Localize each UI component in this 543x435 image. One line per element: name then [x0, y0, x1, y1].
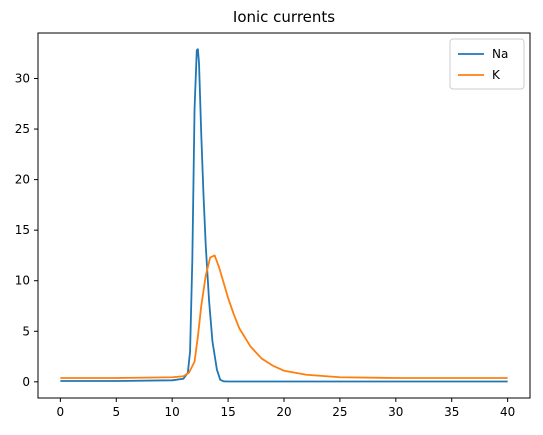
y-tick-label: 10 — [15, 274, 30, 288]
chart-title: Ionic currents — [233, 8, 335, 26]
y-tick-label: 25 — [15, 122, 30, 136]
x-tick-label: 35 — [444, 405, 459, 419]
y-tick-label: 0 — [22, 375, 30, 389]
series-line-k — [60, 254, 508, 379]
legend: Na K — [449, 38, 525, 90]
x-tick-label: 15 — [220, 405, 235, 419]
x-tick-label: 25 — [332, 405, 347, 419]
axes: 0 5 10 15 20 25 30 35 40 0 5 10 15 20 25 30 — [15, 32, 531, 419]
y-tick-label: 5 — [22, 324, 30, 338]
legend-box — [449, 38, 525, 90]
legend-label-na: Na — [492, 47, 508, 61]
x-tick-label: 40 — [500, 405, 515, 419]
series-layer — [60, 48, 508, 383]
x-tick-label: 5 — [112, 405, 120, 419]
legend-label-k: K — [492, 68, 501, 82]
series-line-na — [60, 48, 508, 383]
x-tick-label: 10 — [165, 405, 180, 419]
y-tick-label: 30 — [15, 71, 30, 85]
y-tick-label: 15 — [15, 223, 30, 237]
x-tick-label: 0 — [57, 405, 65, 419]
x-tick-label: 30 — [388, 405, 403, 419]
y-tick-label: 20 — [15, 173, 30, 187]
x-tick-label: 20 — [276, 405, 291, 419]
